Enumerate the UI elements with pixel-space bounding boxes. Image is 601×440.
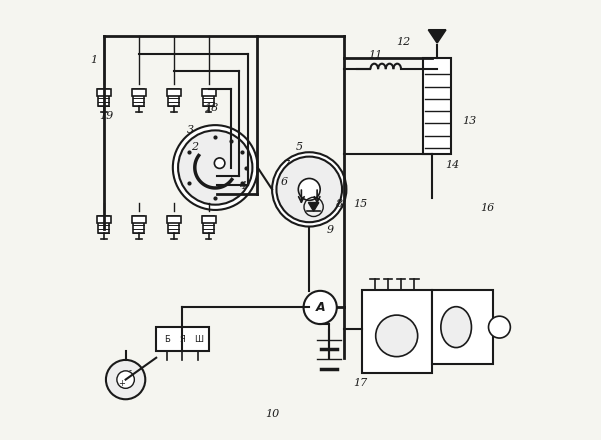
Circle shape bbox=[489, 316, 510, 338]
Bar bbox=[133, 89, 144, 106]
Bar bbox=[423, 58, 451, 154]
Text: 18: 18 bbox=[204, 103, 219, 113]
Bar bbox=[156, 327, 209, 351]
Text: 11: 11 bbox=[368, 50, 382, 60]
Text: 13: 13 bbox=[462, 116, 477, 126]
Bar bbox=[203, 89, 215, 106]
Circle shape bbox=[173, 125, 258, 210]
Text: -: - bbox=[129, 366, 132, 375]
Bar bbox=[98, 216, 109, 233]
Text: 15: 15 bbox=[353, 199, 367, 209]
Bar bbox=[133, 216, 144, 233]
Polygon shape bbox=[429, 30, 446, 43]
Ellipse shape bbox=[441, 307, 471, 348]
Text: 4: 4 bbox=[239, 181, 246, 191]
Text: A: A bbox=[316, 301, 325, 314]
Circle shape bbox=[215, 158, 225, 169]
Bar bbox=[97, 216, 111, 223]
Ellipse shape bbox=[376, 315, 418, 357]
Circle shape bbox=[178, 130, 252, 205]
Text: Ш: Ш bbox=[194, 335, 203, 344]
Polygon shape bbox=[308, 202, 319, 211]
Circle shape bbox=[106, 360, 145, 399]
Bar bbox=[362, 290, 432, 373]
Bar bbox=[166, 89, 181, 96]
Text: +: + bbox=[118, 379, 124, 388]
Bar bbox=[202, 216, 216, 223]
Text: 9: 9 bbox=[327, 225, 334, 235]
Circle shape bbox=[298, 179, 320, 200]
Text: 2: 2 bbox=[191, 142, 198, 152]
Text: 7: 7 bbox=[283, 160, 290, 169]
Bar bbox=[168, 89, 179, 106]
Text: 5: 5 bbox=[296, 142, 304, 152]
Text: Я: Я bbox=[180, 335, 185, 344]
Text: 3: 3 bbox=[187, 125, 194, 135]
Bar bbox=[166, 216, 181, 223]
Circle shape bbox=[272, 152, 346, 227]
Bar bbox=[132, 216, 145, 223]
Text: 6: 6 bbox=[281, 177, 288, 187]
Bar bbox=[98, 89, 109, 106]
Text: 19: 19 bbox=[99, 111, 114, 121]
Bar bbox=[202, 89, 216, 96]
Text: 12: 12 bbox=[397, 37, 411, 47]
Text: 8: 8 bbox=[335, 199, 343, 209]
Circle shape bbox=[276, 157, 342, 222]
Text: 16: 16 bbox=[480, 203, 494, 213]
Circle shape bbox=[304, 291, 337, 324]
Bar bbox=[168, 216, 179, 233]
Bar bbox=[432, 290, 493, 364]
Text: 14: 14 bbox=[445, 160, 459, 169]
Bar bbox=[132, 89, 145, 96]
Bar bbox=[97, 89, 111, 96]
Text: 10: 10 bbox=[266, 409, 280, 419]
Text: 17: 17 bbox=[353, 378, 367, 388]
Text: Б: Б bbox=[163, 335, 169, 344]
Text: 1: 1 bbox=[91, 55, 98, 65]
Circle shape bbox=[117, 371, 135, 389]
Bar bbox=[203, 216, 215, 233]
